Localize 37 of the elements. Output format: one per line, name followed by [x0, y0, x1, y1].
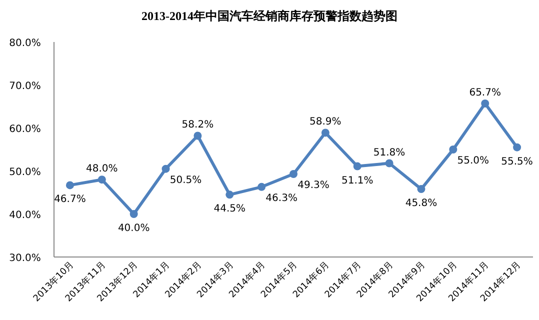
y-tick-label: 40.0%: [9, 210, 41, 221]
point: [353, 162, 362, 170]
data-label: 58.2%: [182, 120, 214, 131]
point: [194, 132, 202, 140]
point: [481, 99, 490, 108]
data-label: 45.8%: [405, 198, 438, 210]
point: [321, 128, 330, 137]
data-label: 40.0%: [118, 223, 150, 234]
y-tick-label: 70.0%: [9, 81, 41, 92]
point: [98, 176, 106, 184]
data-label: 49.3%: [298, 180, 330, 192]
point: [290, 170, 298, 178]
y-tick-label: 60.0%: [9, 124, 41, 135]
chart-title: 2013-2014年中国汽车经销商库存预警指数趋势图: [142, 9, 398, 23]
data-label: 55.0%: [457, 156, 490, 166]
point: [130, 210, 138, 218]
y-tick-label: 30.0%: [9, 253, 41, 264]
point: [449, 146, 458, 154]
point: [258, 182, 266, 191]
y-tick-label: 80.0%: [9, 38, 41, 49]
point: [66, 181, 74, 190]
point: [226, 190, 234, 199]
data-label: 58.9%: [310, 116, 342, 128]
data-label: 51.1%: [341, 175, 374, 186]
data-label: 44.5%: [214, 204, 246, 215]
data-label: 46.3%: [266, 192, 298, 204]
data-label: 55.5%: [501, 156, 533, 168]
data-label: 51.8%: [373, 147, 406, 158]
point: [162, 164, 170, 173]
point: [385, 159, 394, 168]
data-label: 65.7%: [469, 87, 501, 98]
point: [417, 185, 426, 194]
y-tick-label: 50.0%: [9, 167, 41, 178]
data-label: 50.5%: [170, 174, 202, 186]
point: [513, 143, 522, 152]
data-label: 46.7%: [54, 194, 86, 206]
data-label: 48.0%: [86, 164, 118, 175]
